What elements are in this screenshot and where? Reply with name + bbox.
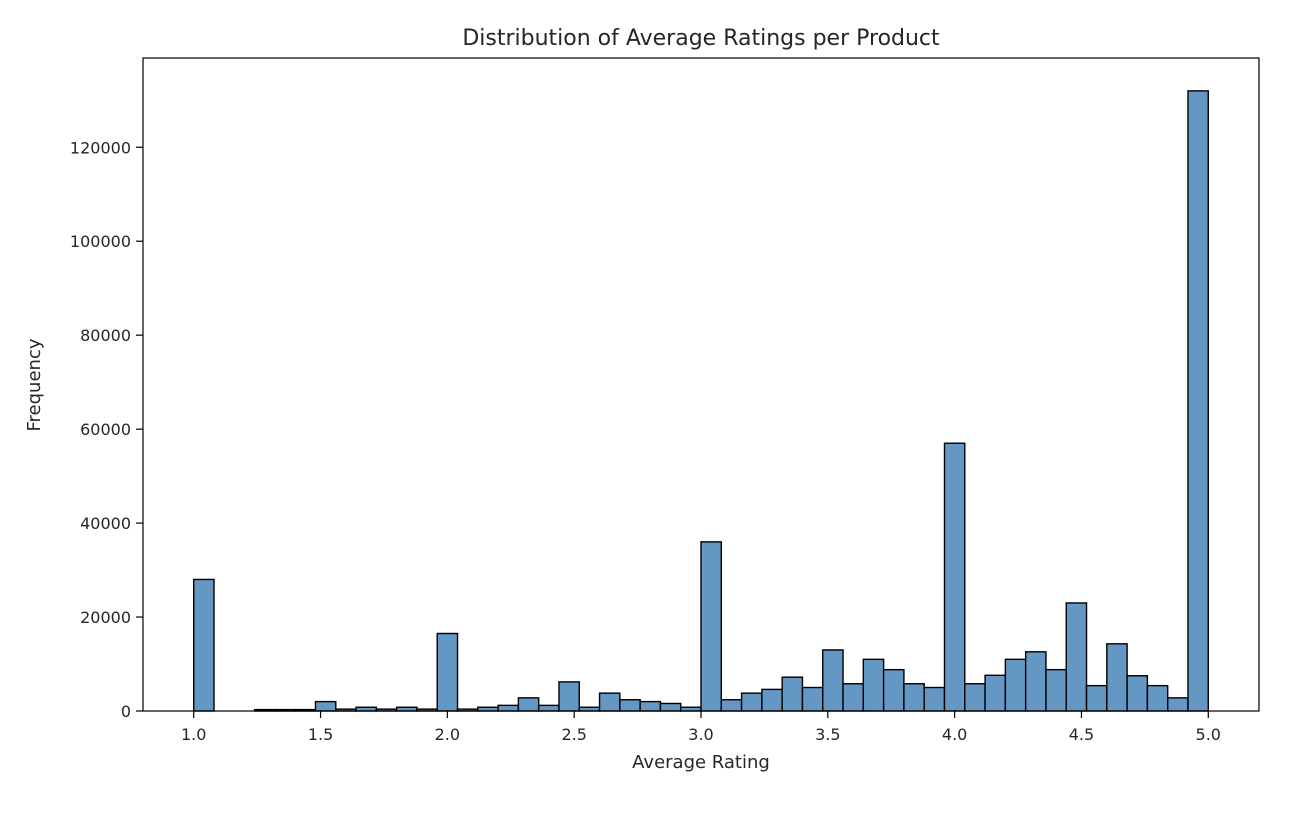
x-axis-ticks: 1.0 1.5 2.0 2.5 3.0 3.5 4.0 4.5 5.0 — [181, 711, 1221, 744]
histogram-bar — [639, 700, 662, 712]
histogram-bar — [923, 686, 946, 712]
histogram-bar — [1126, 675, 1149, 712]
x-tick-label: 3.5 — [815, 725, 840, 744]
x-tick-label: 4.5 — [1069, 725, 1094, 744]
histogram-bar — [984, 674, 1007, 712]
histogram-bar — [1024, 651, 1047, 712]
y-tick-label: 20000 — [80, 608, 131, 627]
histogram-bar — [964, 683, 986, 712]
histogram-bar — [558, 681, 580, 712]
histogram-bar — [1187, 90, 1209, 712]
bars-group — [193, 90, 1209, 712]
x-tick-label: 1.5 — [308, 725, 333, 744]
histogram-bar — [1166, 697, 1189, 712]
histogram-bar — [781, 676, 804, 712]
histogram-bar — [862, 658, 885, 712]
y-tick-label: 40000 — [80, 514, 131, 533]
y-tick-label: 60000 — [80, 420, 131, 439]
histogram-bar — [801, 686, 824, 712]
x-axis-label: Average Rating — [632, 752, 770, 773]
histogram-bar — [497, 704, 520, 712]
histogram-bar — [761, 688, 783, 712]
histogram-bar — [882, 668, 905, 712]
y-tick-label: 120000 — [70, 138, 131, 157]
histogram-bar — [1146, 684, 1169, 712]
chart-title: Distribution of Average Ratings per Prod… — [462, 26, 940, 51]
plot-frame — [142, 57, 1260, 712]
histogram-bar — [903, 683, 925, 712]
histogram-bar — [822, 649, 844, 712]
histogram-bar — [740, 692, 763, 712]
y-tick-label: 100000 — [70, 232, 131, 251]
histogram-bar — [1106, 643, 1128, 712]
histogram-bar — [598, 692, 621, 712]
y-tick-label: 0 — [121, 702, 131, 721]
histogram-bar — [842, 683, 865, 712]
x-tick-label: 3.0 — [688, 725, 713, 744]
histogram-bar — [1085, 684, 1108, 712]
x-tick-label: 4.0 — [942, 725, 967, 744]
histogram-bar — [943, 442, 966, 712]
histogram-bar — [700, 541, 722, 712]
histogram-bar — [1045, 668, 1067, 712]
histogram-bar — [1004, 658, 1027, 712]
histogram-bar — [193, 578, 215, 712]
histogram-bar — [659, 702, 682, 712]
y-tick-label: 80000 — [80, 326, 131, 345]
y-axis-label: Frequency — [24, 338, 45, 431]
histogram-bar — [619, 699, 641, 712]
histogram-bar — [537, 704, 560, 712]
histogram-bar — [436, 632, 459, 712]
x-tick-label: 1.0 — [181, 725, 206, 744]
x-tick-label: 5.0 — [1196, 725, 1221, 744]
histogram-bar — [1065, 602, 1088, 712]
histogram-bar — [720, 699, 743, 712]
y-axis-ticks: 0 20000 40000 60000 80000 100000 120000 — [70, 138, 143, 721]
x-tick-label: 2.0 — [435, 725, 460, 744]
histogram-bar — [314, 700, 337, 712]
x-tick-label: 2.5 — [561, 725, 586, 744]
histogram-bar — [517, 697, 540, 712]
